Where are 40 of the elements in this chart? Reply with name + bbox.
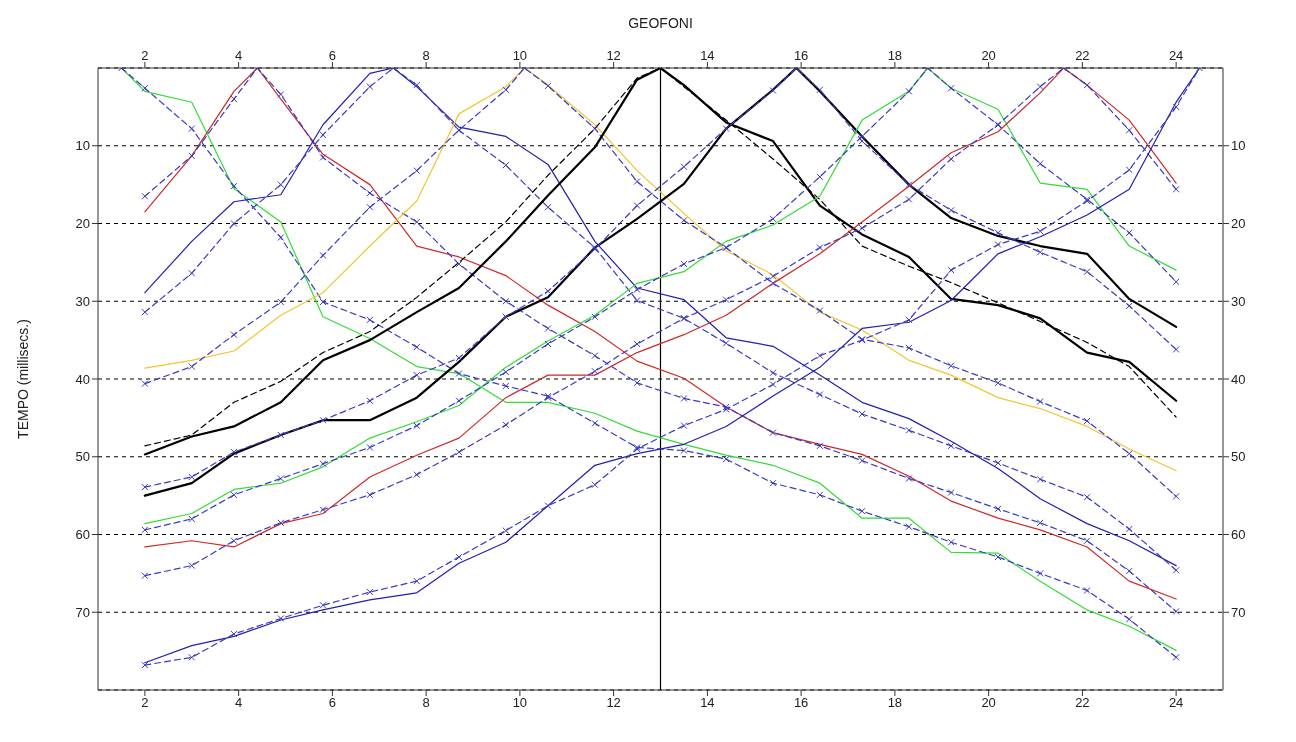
- y-axis-title: TEMPO (millisecs.): [14, 319, 31, 439]
- y2-tick-label: 70: [1231, 604, 1246, 620]
- x2-tick-label: 16: [793, 695, 809, 711]
- x2-tick-label: 18: [887, 695, 903, 711]
- y-tick-label: 30: [75, 293, 90, 309]
- x-tick-label: 22: [1075, 48, 1090, 63]
- x2-tick-label: 14: [700, 695, 715, 711]
- y-tick-label: 20: [75, 216, 90, 232]
- y-tick-label: 10: [75, 138, 90, 154]
- y2-tick-label: 10: [1231, 138, 1246, 154]
- y-tick-label: 70: [75, 604, 90, 620]
- x-tick-label: 10: [512, 48, 528, 63]
- y2-tick-label: 50: [1231, 449, 1246, 465]
- x-tick-label: 6: [328, 48, 336, 63]
- y-tick-label: 60: [75, 527, 90, 543]
- x-tick-label: 12: [606, 48, 621, 63]
- y2-tick-label: 60: [1231, 527, 1246, 543]
- y2-tick-label: 20: [1231, 216, 1246, 232]
- x2-tick-label: 8: [422, 695, 430, 711]
- x2-tick-label: 22: [1075, 695, 1090, 711]
- x2-axis-title: GEOFONI: [628, 14, 693, 31]
- x2-tick-label: 10: [512, 695, 528, 711]
- x2-tick-label: 2: [141, 695, 149, 711]
- x-tick-label: 24: [1168, 48, 1184, 63]
- x2-tick-label: 6: [328, 695, 336, 711]
- x-tick-label: 8: [422, 48, 430, 63]
- x2-tick-label: 12: [606, 695, 621, 711]
- x-tick-label: 2: [141, 48, 149, 63]
- y2-tick-label: 30: [1231, 293, 1246, 309]
- x2-tick-label: 4: [235, 695, 243, 711]
- y2-tick-label: 40: [1231, 371, 1246, 387]
- x-tick-label: 14: [700, 48, 715, 63]
- x-tick-label: 16: [793, 48, 809, 63]
- x2-tick-label: 24: [1168, 695, 1184, 711]
- x2-tick-label: 20: [981, 695, 996, 711]
- x-tick-label: 4: [235, 48, 243, 63]
- y-tick-label: 40: [75, 371, 90, 387]
- x-tick-label: 20: [981, 48, 996, 63]
- x-tick-label: 18: [887, 48, 903, 63]
- y-tick-label: 50: [75, 449, 90, 465]
